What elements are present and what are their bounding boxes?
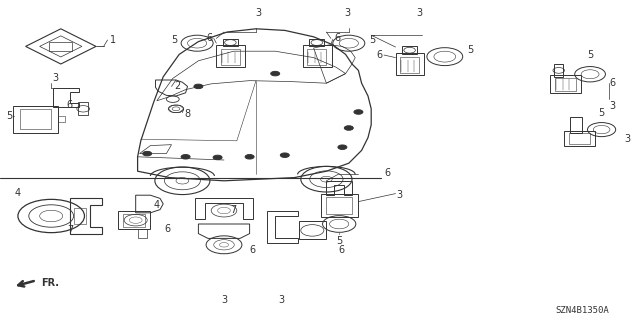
Bar	[58, 116, 65, 122]
Text: 6: 6	[376, 50, 383, 60]
Circle shape	[213, 155, 222, 160]
Text: 3: 3	[397, 190, 403, 200]
Text: 6: 6	[206, 33, 212, 44]
Text: 6: 6	[334, 33, 340, 44]
Circle shape	[143, 151, 152, 156]
Bar	[321, 194, 358, 217]
Circle shape	[354, 110, 363, 114]
Bar	[569, 133, 590, 144]
Text: 6: 6	[164, 224, 171, 234]
Text: 6: 6	[338, 245, 344, 255]
Circle shape	[271, 71, 280, 76]
Bar	[396, 53, 424, 75]
Bar	[299, 221, 326, 239]
Text: 5: 5	[172, 35, 178, 45]
Text: 5: 5	[587, 50, 593, 60]
Bar	[13, 106, 58, 133]
Text: 3: 3	[52, 73, 59, 83]
Circle shape	[245, 155, 254, 159]
Text: 5: 5	[6, 111, 13, 121]
Bar	[564, 131, 595, 146]
Text: 7: 7	[230, 204, 237, 215]
Text: FR.: FR.	[42, 277, 60, 288]
Text: 6: 6	[384, 168, 390, 178]
Text: 3: 3	[221, 295, 227, 305]
Bar	[307, 49, 326, 65]
Text: 3: 3	[278, 295, 285, 305]
Text: 6: 6	[66, 100, 72, 110]
Text: 1: 1	[110, 35, 116, 45]
Text: 5: 5	[598, 108, 605, 118]
Text: 8: 8	[184, 108, 191, 119]
Circle shape	[194, 84, 203, 89]
Circle shape	[338, 145, 347, 149]
Text: 6: 6	[250, 245, 256, 255]
Bar	[49, 42, 72, 51]
Text: 4: 4	[154, 200, 160, 211]
Text: 7: 7	[67, 225, 74, 235]
Text: 2: 2	[174, 81, 180, 92]
Bar	[550, 75, 581, 93]
Text: 3: 3	[255, 8, 262, 18]
Text: 3: 3	[416, 8, 422, 18]
Bar	[20, 109, 51, 129]
Text: 5: 5	[369, 35, 376, 45]
Text: 3: 3	[344, 8, 350, 18]
Circle shape	[181, 155, 190, 159]
Text: 3: 3	[624, 134, 630, 144]
Circle shape	[280, 153, 289, 157]
Text: 3: 3	[609, 101, 616, 111]
Bar	[303, 45, 332, 67]
Text: 4: 4	[15, 188, 21, 198]
Circle shape	[344, 126, 353, 130]
Text: SZN4B1350A: SZN4B1350A	[556, 306, 609, 315]
Bar	[216, 45, 245, 67]
Bar	[221, 49, 240, 65]
Bar	[326, 197, 352, 214]
Bar	[118, 211, 150, 229]
Bar	[400, 57, 419, 73]
Bar	[74, 208, 86, 224]
Text: 5: 5	[467, 45, 474, 55]
Text: 5: 5	[336, 236, 342, 246]
Bar	[555, 78, 576, 91]
Bar	[123, 214, 145, 227]
Text: 6: 6	[609, 78, 616, 88]
